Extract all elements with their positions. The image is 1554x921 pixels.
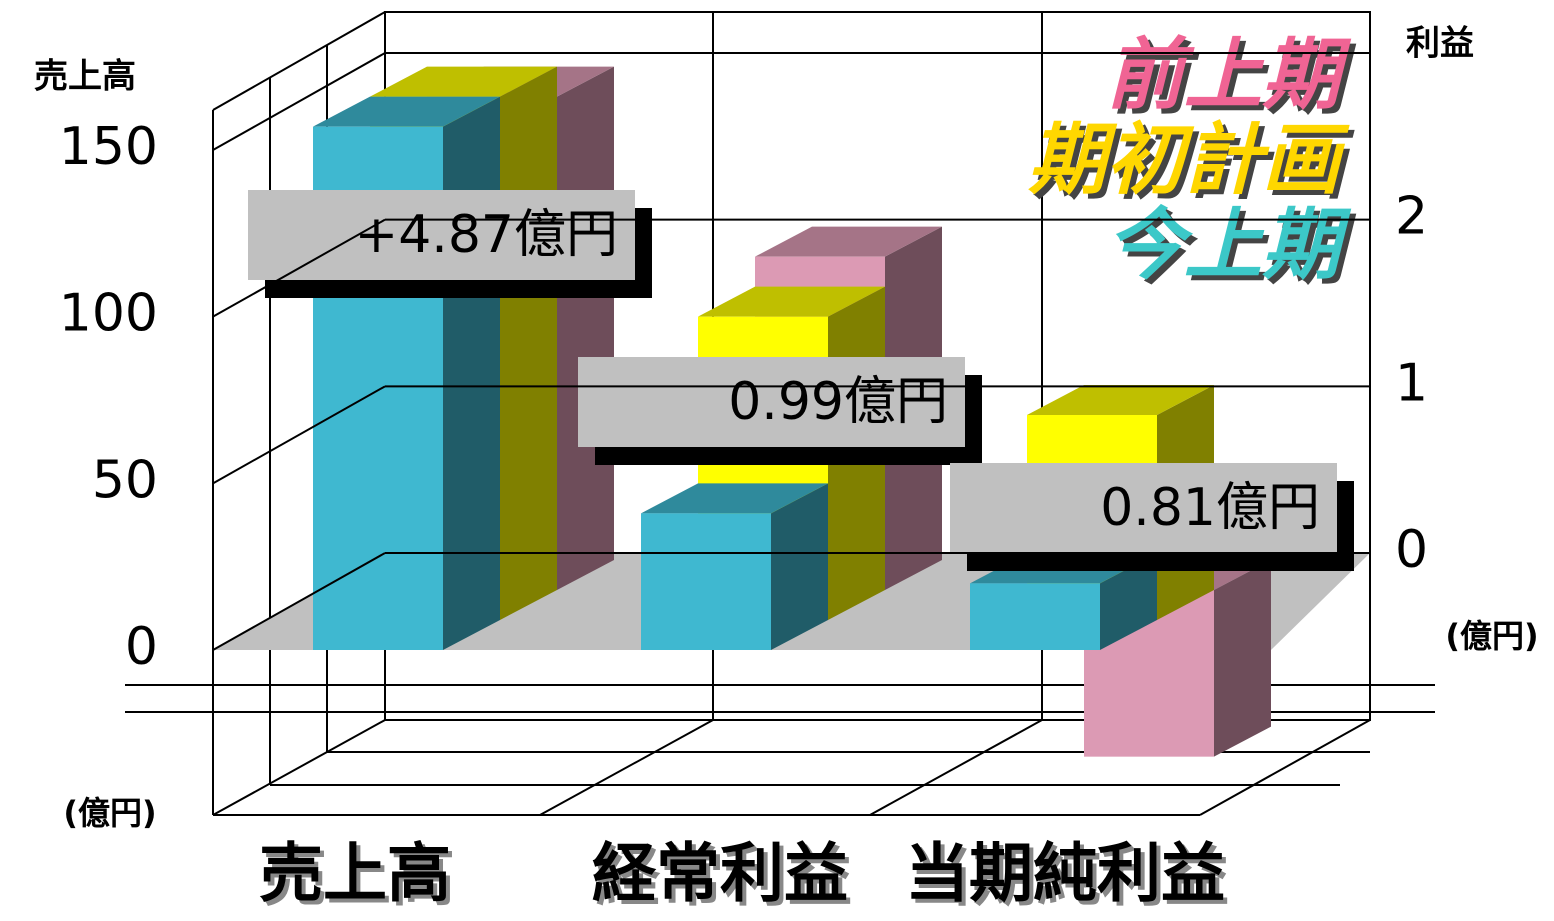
y-tick-label: 150 xyxy=(59,117,158,177)
grid-line xyxy=(212,385,386,485)
floor-line xyxy=(539,719,714,816)
annotation-box xyxy=(578,357,965,447)
annotation: 0.81億円 xyxy=(1100,478,1320,538)
y-tick-label: 50 xyxy=(92,450,158,510)
y2-tick-label: 0 xyxy=(1395,520,1428,580)
bar-side xyxy=(443,96,500,650)
y-tick-label: 100 xyxy=(59,284,158,344)
annotation: 0.99億円 xyxy=(728,372,948,432)
x-tick-label: 当期純利益 xyxy=(905,838,1225,912)
bar-top xyxy=(313,96,500,127)
legend-label: 期初計画 xyxy=(1028,115,1350,205)
y2-axis-title: 利益 xyxy=(1406,24,1474,64)
x-tick-label: 売上高 xyxy=(259,838,451,912)
bar-top xyxy=(1027,385,1214,415)
x-tick-label: 経常利益 xyxy=(592,838,848,912)
bar-top xyxy=(698,286,885,317)
bar xyxy=(970,583,1100,650)
grid-line xyxy=(212,552,386,651)
floor-line xyxy=(212,719,386,816)
left-wall-line xyxy=(212,11,386,111)
bar-side xyxy=(557,66,614,590)
annotation: +4.87億円 xyxy=(355,205,618,265)
floor-line xyxy=(869,719,1043,816)
x-tick-shadow: 当期純利益 xyxy=(909,842,1229,916)
legend-shadow: 期初計画 xyxy=(1033,120,1355,210)
grid-line xyxy=(212,218,386,318)
y-tick-label: 0 xyxy=(125,617,158,677)
bar-side xyxy=(1214,560,1271,757)
bar-side xyxy=(771,483,828,650)
x-tick-shadow: 経常利益 xyxy=(596,842,852,916)
legend-label: 前上期 xyxy=(1106,30,1352,120)
bar xyxy=(641,513,771,650)
legend-shadow: 前上期 xyxy=(1111,35,1357,125)
bar-top xyxy=(370,66,557,97)
x-tick-shadow: 売上高 xyxy=(263,842,455,916)
floor-line xyxy=(1199,719,1371,816)
bar-side xyxy=(500,66,557,620)
bar-top xyxy=(755,226,942,257)
y-axis-unit: (億円) xyxy=(63,794,156,832)
y2-axis-unit: (億円) xyxy=(1445,617,1538,655)
grid-line xyxy=(212,52,386,151)
y2-tick-label: 2 xyxy=(1395,187,1428,247)
bar-top xyxy=(641,483,828,514)
annotation-box xyxy=(950,463,1337,553)
annotation-box xyxy=(248,190,635,280)
y-axis-title: 売上高 xyxy=(34,57,136,97)
y2-tick-label: 1 xyxy=(1395,353,1428,413)
bar-side xyxy=(1100,553,1157,650)
legend-label: 今上期 xyxy=(1106,200,1352,290)
